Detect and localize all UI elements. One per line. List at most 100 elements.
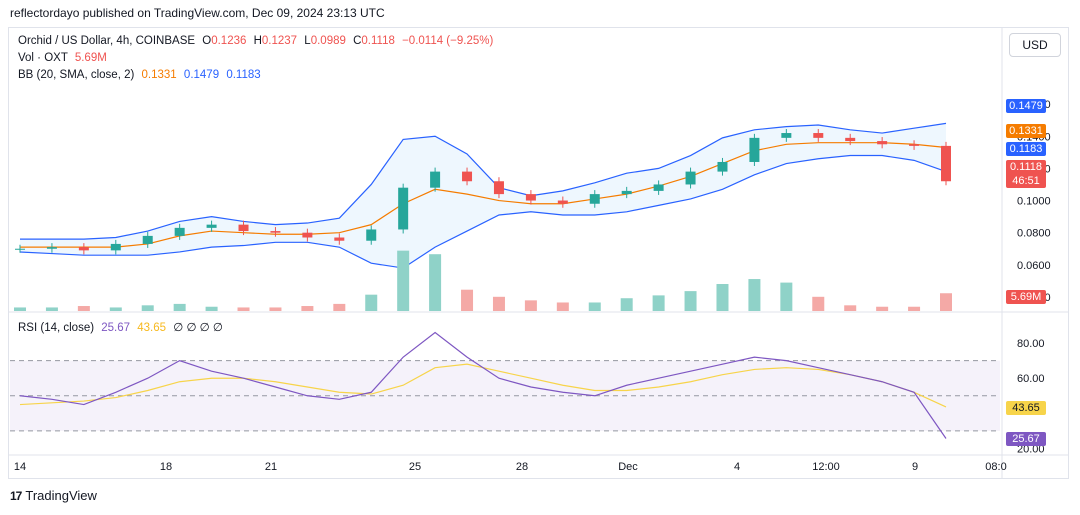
last-price-tag: 0.1118 46:51 (1006, 160, 1046, 188)
ohlc-legend: Orchid / US Dollar, 4h, COINBASE O0.1236… (18, 35, 493, 47)
candle-body (462, 171, 473, 182)
candle-body (557, 200, 568, 204)
currency-button[interactable]: USD (1009, 33, 1061, 57)
symbol-label: Orchid / US Dollar, 4h, COINBASE (18, 35, 196, 47)
time-axis-label: 12:00 (812, 461, 840, 473)
bb-label: BB (20, SMA, close, 2) (18, 69, 135, 81)
volume-label: Vol · OXT (18, 52, 68, 64)
volume-bar (269, 307, 282, 311)
volume-bar (14, 307, 26, 311)
candle-body (685, 171, 696, 185)
volume-bar (684, 291, 697, 311)
candle-body (525, 194, 536, 201)
bb-upper-value: 0.1479 (183, 69, 220, 81)
tradingview-logo-icon: 17 (10, 488, 22, 503)
candle-body (366, 229, 377, 241)
bb-upper-tag: 0.1479 (1006, 99, 1046, 113)
volume-bar (109, 307, 122, 311)
volume-value: 5.69M (74, 52, 107, 64)
time-axis-label: 14 (14, 461, 26, 473)
time-axis-label: 18 (160, 461, 172, 473)
rsi-line (19, 331, 947, 439)
time-axis-label: 9 (912, 461, 918, 473)
volume-bar (173, 303, 186, 311)
volume-bar (876, 306, 889, 311)
volume-bar (237, 307, 250, 311)
price-axis-label: 0.1000 (1017, 196, 1051, 208)
rsi-axis-label: 20.00 (1017, 443, 1045, 455)
volume-bar (333, 303, 346, 311)
change-value: −0.0114 (−9.25%) (402, 35, 494, 47)
rsi-extra-values: ∅ ∅ ∅ ∅ (173, 322, 223, 334)
volume-legend: Vol · OXT 5.69M (18, 52, 107, 64)
volume-bar (748, 279, 761, 311)
volume-bar (429, 254, 442, 311)
volume-tag: 5.69M (1006, 290, 1046, 304)
low-label: L (304, 35, 311, 47)
volume-bar (716, 284, 729, 311)
candle-body (813, 133, 824, 138)
volume-bar (780, 282, 793, 311)
candle-body (941, 145, 951, 182)
time-axis-label: 28 (516, 461, 528, 473)
open-label: O (202, 35, 212, 47)
time-axis-label: 08:0 (985, 461, 1006, 473)
candle-body (78, 247, 89, 251)
published-caption: reflectordayo published on TradingView.c… (10, 6, 385, 20)
candle-body (909, 144, 920, 146)
brand-name: TradingView (25, 488, 97, 503)
candle-body (302, 232, 313, 238)
candle-body (46, 247, 57, 249)
volume-bar (812, 296, 825, 311)
bb-lower-line (19, 154, 947, 269)
volume-bar (45, 307, 58, 311)
volume-bar (397, 250, 410, 311)
footer-brand[interactable]: 17 TradingView (10, 488, 97, 503)
bb-mid-tag: 0.1331 (1006, 124, 1046, 138)
volume-bar (492, 296, 505, 311)
candle-body (15, 248, 25, 250)
close-value: 0.1118 (361, 35, 395, 47)
candle-body (142, 235, 153, 244)
bb-mid-value: 0.1331 (141, 69, 177, 81)
time-axis-label: 4 (734, 461, 740, 473)
volume-bar (908, 306, 921, 311)
candle-body (493, 181, 504, 195)
volume-bar (365, 294, 378, 311)
time-axis-label: 25 (409, 461, 421, 473)
close-label: C (353, 35, 362, 47)
volume-bar (524, 300, 537, 311)
candle-body (334, 237, 345, 241)
rsi-label: RSI (14, close) (18, 322, 95, 334)
time-axis-label: 21 (265, 461, 277, 473)
volume-bar (844, 305, 857, 311)
candle-body (270, 231, 281, 233)
candle-body (430, 171, 441, 188)
volume-bar (588, 302, 601, 311)
bb-lower-value: 0.1183 (226, 69, 261, 81)
bollinger-band-fill (20, 123, 946, 269)
candle-body (206, 224, 217, 228)
price-axis-label: 0.0800 (1017, 228, 1051, 240)
candle-body (174, 227, 185, 236)
volume-bar (620, 298, 633, 311)
time-axis-label: Dec (618, 461, 638, 473)
volume-bar (556, 302, 569, 311)
candle-body (717, 161, 728, 172)
volume-bar (77, 306, 90, 311)
candle-body (877, 141, 888, 145)
high-value: 0.1237 (261, 35, 298, 47)
open-value: 0.1236 (211, 35, 247, 47)
bb-legend: BB (20, SMA, close, 2) 0.1331 0.1479 0.1… (18, 69, 261, 81)
candle-body (589, 194, 600, 204)
low-value: 0.0989 (310, 35, 346, 47)
volume-bar (141, 305, 154, 311)
rsi-tag: 25.67 (1006, 432, 1046, 446)
candle-body (781, 133, 792, 138)
volume-bar (940, 293, 952, 311)
bb-lower-tag: 0.1183 (1006, 142, 1046, 156)
rsi-ma-value: 43.65 (137, 322, 167, 334)
rsi-axis-label: 80.00 (1017, 338, 1045, 350)
bb-middle-line (20, 142, 947, 248)
